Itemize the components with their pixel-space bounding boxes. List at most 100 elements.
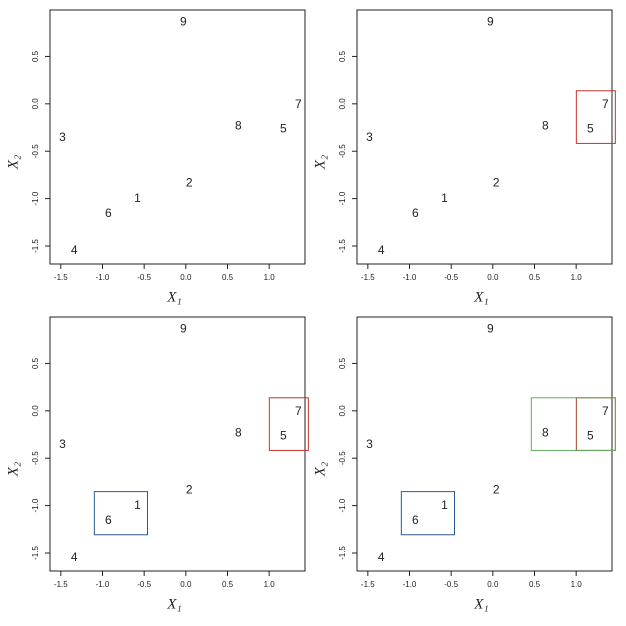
x-tick-label: -0.5: [137, 580, 151, 589]
x-tick-label: 1.0: [571, 273, 583, 282]
point-label: 6: [412, 206, 419, 220]
x-tick-label: 1.0: [571, 580, 583, 589]
x-tick-label: -1.5: [54, 273, 68, 282]
x-tick-label: -0.5: [444, 580, 458, 589]
x-tick-label: -1.5: [54, 580, 68, 589]
x-tick-label: -1.0: [403, 273, 417, 282]
panel: -1.5 -1.0 -0.5 0.0 0.5 1.0 -1.5 -1.0 -0.5 0.0 0.5 X…: [312, 316, 616, 612]
y-axis-label: X₂: [5, 462, 21, 477]
y-tick-label: -1.5: [31, 546, 40, 560]
x-tick-label: -1.0: [96, 273, 110, 282]
y-tick-label: -1.0: [338, 191, 347, 205]
point-label: 6: [105, 513, 112, 527]
x-tick-label: -1.5: [361, 273, 375, 282]
point-label: 9: [487, 14, 494, 28]
point-label: 4: [71, 243, 78, 257]
point-label: 8: [235, 119, 242, 133]
y-tick-label: -1.0: [31, 498, 40, 512]
point-label: 8: [542, 119, 549, 133]
point-label: 4: [71, 550, 78, 564]
point-label: 3: [59, 437, 66, 451]
plot-frame: [356, 9, 613, 265]
plot-frame: [356, 316, 613, 572]
y-tick-label: 0.0: [338, 98, 347, 110]
point-label: 7: [602, 97, 609, 111]
panel: -1.5 -1.0 -0.5 0.0 0.5 1.0 -1.5 -1.0 -0.5 0.0 0.5 X…: [5, 9, 306, 305]
x-tick-label: 0.0: [487, 273, 499, 282]
point-label: 6: [412, 513, 419, 527]
y-axis-label: X₂: [5, 155, 21, 170]
point-label: 3: [59, 130, 66, 144]
x-tick-label: 0.0: [180, 273, 192, 282]
y-tick-label: -1.0: [338, 498, 347, 512]
y-axis-label: X₂: [312, 462, 328, 477]
y-tick-label: -0.5: [338, 451, 347, 465]
point-label: 1: [134, 498, 141, 512]
panel: -1.5 -1.0 -0.5 0.0 0.5 1.0 -1.5 -1.0 -0.5 0.0 0.5 X…: [5, 316, 309, 612]
point-label: 7: [602, 404, 609, 418]
y-tick-label: -1.5: [338, 239, 347, 253]
point-label: 7: [295, 97, 302, 111]
plot-frame: [49, 316, 306, 572]
panel: -1.5 -1.0 -0.5 0.0 0.5 1.0 -1.5 -1.0 -0.5 0.0 0.5 X…: [312, 9, 616, 305]
y-tick-label: 0.5: [338, 50, 347, 62]
point-label: 7: [295, 404, 302, 418]
x-tick-label: 1.0: [264, 273, 276, 282]
x-tick-label: -0.5: [137, 273, 151, 282]
y-tick-label: 0.5: [338, 357, 347, 369]
y-tick-label: -0.5: [31, 144, 40, 158]
x-tick-label: 0.0: [180, 580, 192, 589]
x-tick-label: 0.5: [222, 273, 234, 282]
y-tick-label: -0.5: [338, 144, 347, 158]
y-tick-label: -1.5: [338, 546, 347, 560]
point-label: 2: [186, 483, 193, 497]
y-tick-label: -1.5: [31, 239, 40, 253]
x-tick-label: -1.5: [361, 580, 375, 589]
cluster-box: [268, 397, 309, 451]
x-tick-label: 0.5: [222, 580, 234, 589]
x-tick-label: 1.0: [264, 580, 276, 589]
x-axis-label: X₁: [473, 596, 488, 612]
x-axis-label: X₁: [166, 289, 181, 305]
x-tick-label: -0.5: [444, 273, 458, 282]
x-tick-label: -1.0: [96, 580, 110, 589]
y-tick-label: 0.5: [31, 357, 40, 369]
cluster-box: [575, 90, 616, 144]
point-label: 9: [180, 14, 187, 28]
point-label: 9: [487, 321, 494, 335]
plot-frame: [49, 9, 306, 265]
point-label: 6: [105, 206, 112, 220]
x-tick-label: 0.5: [529, 273, 541, 282]
y-tick-label: 0.0: [31, 405, 40, 417]
point-label: 5: [280, 122, 287, 136]
point-label: 3: [366, 130, 373, 144]
point-label: 3: [366, 437, 373, 451]
y-tick-label: 0.0: [31, 98, 40, 110]
point-label: 5: [587, 429, 594, 443]
point-label: 8: [235, 426, 242, 440]
cluster-box: [93, 491, 149, 536]
x-tick-label: 0.0: [487, 580, 499, 589]
point-label: 2: [493, 176, 500, 190]
point-label: 1: [441, 191, 448, 205]
y-tick-label: 0.5: [31, 50, 40, 62]
point-label: 5: [280, 429, 287, 443]
point-label: 2: [186, 176, 193, 190]
x-tick-label: 0.5: [529, 580, 541, 589]
point-label: 2: [493, 483, 500, 497]
point-label: 5: [587, 122, 594, 136]
y-tick-label: 0.0: [338, 405, 347, 417]
cluster-box: [400, 491, 456, 536]
point-label: 1: [134, 191, 141, 205]
point-label: 9: [180, 321, 187, 335]
cluster-box: [575, 397, 616, 451]
y-axis-label: X₂: [312, 155, 328, 170]
x-tick-label: -1.0: [403, 580, 417, 589]
y-tick-label: -0.5: [31, 451, 40, 465]
x-axis-label: X₁: [166, 596, 181, 612]
point-label: 4: [378, 243, 385, 257]
point-label: 8: [542, 426, 549, 440]
x-axis-label: X₁: [473, 289, 488, 305]
point-label: 1: [441, 498, 448, 512]
